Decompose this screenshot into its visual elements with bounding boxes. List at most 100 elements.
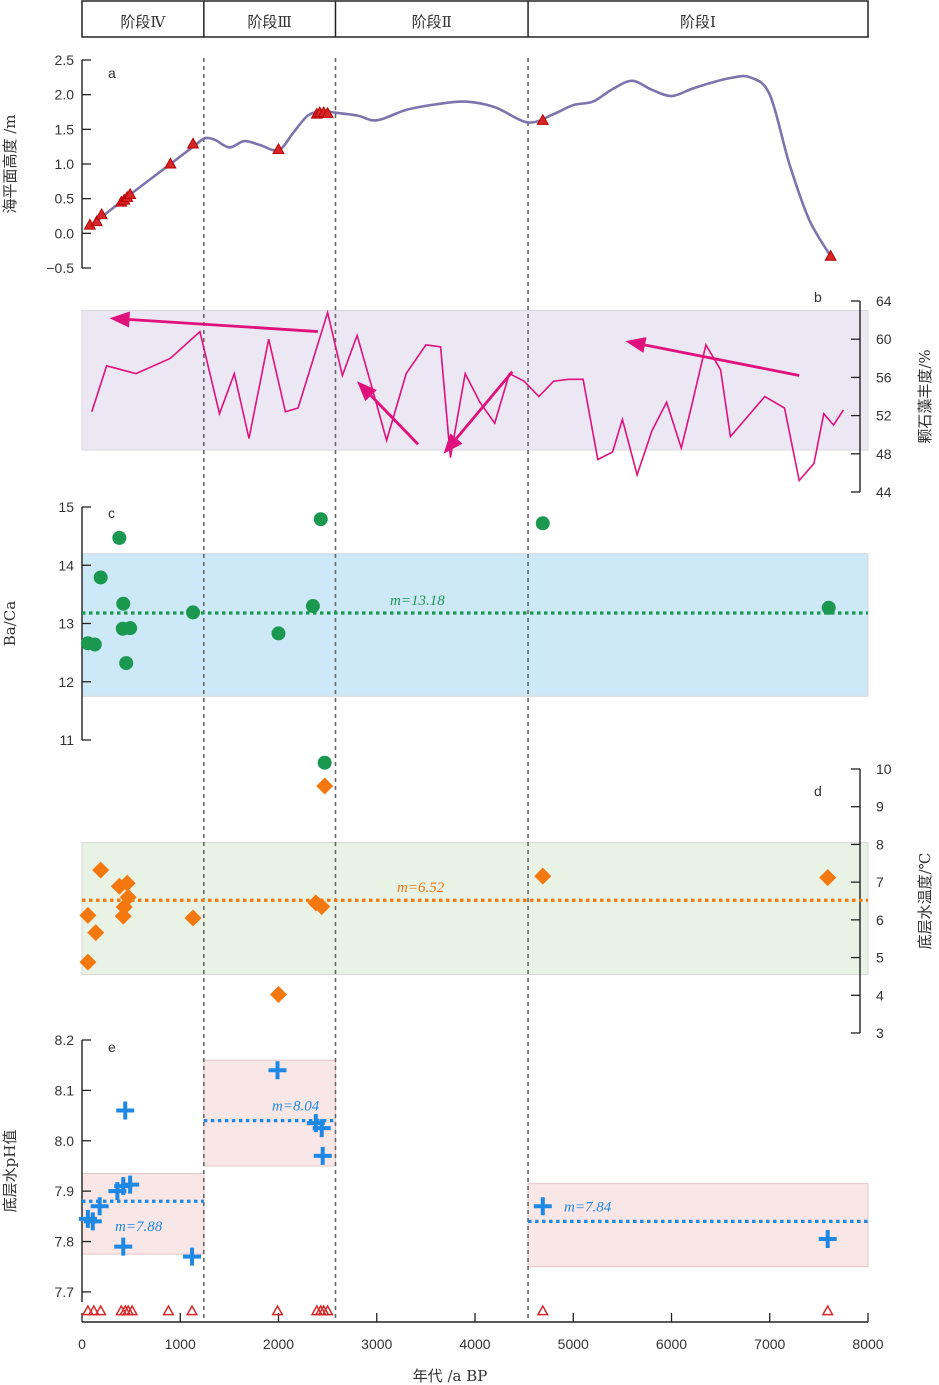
sea-level-marker [90,214,103,227]
panel-letter-b: b [814,289,822,305]
x-tick-label: 3000 [361,1336,392,1352]
bottom-water-temp-point [92,861,110,879]
coccolith-abundance-line [91,309,845,483]
y-tick-label: 4 [876,987,884,1003]
age-control-marker [821,1304,834,1316]
ba-ca-point [93,570,108,585]
trend-arrow-head [625,337,647,353]
trend-arrow-head [357,381,377,402]
background-bands [81,310,869,1268]
ph-point [533,1197,552,1216]
trend-arrow-shaft [129,318,318,333]
stage-boundaries [203,58,529,1322]
stage-label: 阶段Ⅲ [247,13,291,31]
y-tick-label: 8 [876,836,884,852]
ph-point [183,1247,202,1266]
y-tick-label: 8.0 [55,1133,75,1149]
trend-arrow-head [109,311,130,328]
sea-level-marker [123,187,137,200]
y-tick-label: 64 [876,293,892,309]
bottom-water-temp-point [270,986,287,1004]
stage-label: 阶段Ⅱ [412,13,452,31]
y-tick-label: 52 [876,408,892,424]
y-tick-label: 0.0 [55,225,75,241]
mean-label-c: m=13.18 [390,593,445,609]
y-tick-label: 3 [876,1025,884,1041]
band-b [81,310,869,451]
y-tick-label: 14 [58,557,74,573]
age-control-marker [185,1304,199,1316]
sea-level-marker [95,208,108,220]
bottom-water-temp-point [119,888,137,906]
ba-ca-point [116,596,131,611]
y-axis-title-c: Ba/Ca [1,601,19,646]
sea-level-marker [272,142,285,154]
bottom-water-temp-point [819,869,837,887]
ba-ca-point [271,626,286,641]
ba-ca-point [186,605,201,620]
y-tick-label: 11 [59,732,74,748]
sea-level-curve [89,74,832,257]
y-tick-label: 13 [58,616,74,632]
sea-level-marker [186,137,200,149]
chart-marks: m=13.18 m=6.52 m=7.88 m=8.04 m=7.84 [78,74,868,1316]
y-axis-title-d: 底层水温度/℃ [916,853,934,950]
bottom-water-temp-point [118,874,136,892]
y-tick-label: 7.9 [55,1183,75,1199]
ba-ca-point [112,530,127,545]
x-tick-label: 2000 [263,1336,294,1352]
age-control-marker [87,1304,100,1316]
trend-arrow-shaft [455,370,514,440]
ba-ca-point [313,512,328,527]
ba-ca-point [305,599,320,614]
y-tick-label: 7 [876,874,884,890]
y-tick-label: 6 [876,912,884,928]
y-tick-label: 9 [876,799,884,815]
y-tick-label: 7.8 [55,1234,75,1250]
ba-ca-point [317,755,332,770]
trend-arrow-head [443,433,463,454]
y-tick-label: 8.1 [55,1082,75,1098]
y-tick-label: 2.5 [55,52,75,68]
mean-label-e: m=7.84 [564,1199,612,1215]
x-tick-label: 4000 [459,1336,490,1352]
sea-level-marker [164,157,177,169]
y-tick-label: 12 [58,674,74,690]
ph-point [83,1212,102,1231]
bottom-water-temp-point [316,777,334,795]
age-control-marker [321,1304,334,1316]
stage-bar-frame [81,0,869,38]
mean-label-d: m=6.52 [397,880,445,896]
sea-level-marker [321,106,334,118]
y-axis-title-b: 颗石藻丰度/% [916,349,934,443]
sea-level-marker [536,113,550,125]
y-tick-label: 0.5 [55,191,75,207]
mean-label-e: m=8.04 [272,1099,320,1115]
band-e-segment [527,1183,869,1268]
ba-ca-point [123,621,138,636]
panel-letter-a: a [108,65,116,81]
bottom-water-temp-point [313,898,331,916]
bottom-water-temp-point [79,906,97,924]
band-e-segment [203,1059,336,1167]
trend-arrow-shaft [644,343,800,377]
age-control-marker [536,1304,549,1316]
ph-point [90,1197,109,1216]
band-c [81,553,869,697]
panel-letter-e: e [108,1039,116,1055]
stage-label: 阶段Ⅳ [120,13,166,31]
age-control-marker [94,1304,107,1316]
y-tick-label: 1.0 [55,156,75,172]
x-tick-label: 1000 [165,1336,196,1352]
y-tick-label: −0.5 [46,260,74,276]
stage-bar: 阶段Ⅳ 阶段Ⅲ 阶段Ⅱ 阶段Ⅰ [81,0,869,38]
y-tick-label: 48 [876,446,892,462]
age-control-marker [81,1304,94,1316]
panel-letter-d: d [814,783,822,799]
y-tick-label: 10 [876,761,892,777]
ph-point [818,1230,837,1249]
ba-ca-point [87,637,102,652]
y-tick-label: 8.2 [55,1032,75,1048]
